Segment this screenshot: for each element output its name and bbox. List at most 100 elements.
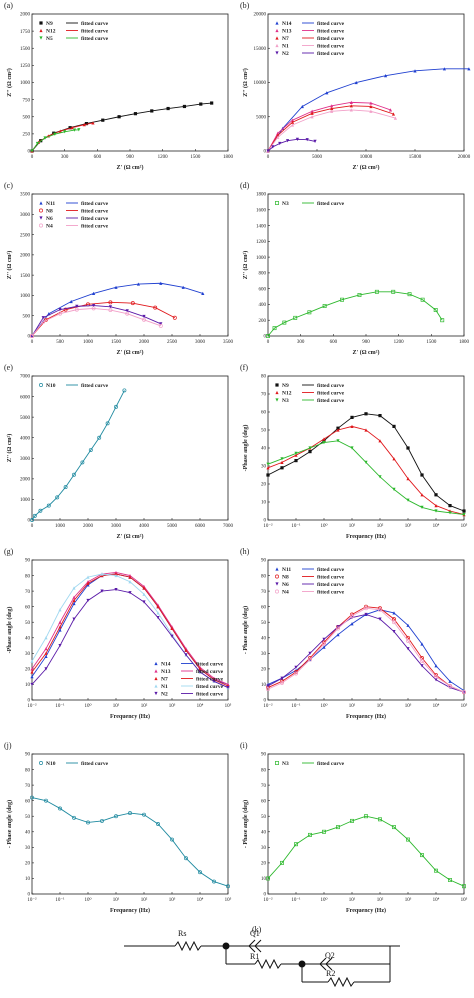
y-tick-label: 30	[25, 846, 31, 851]
data-point-N11	[159, 281, 163, 285]
legend-marker-N1	[154, 684, 158, 688]
legend-fit-label: fitted curve	[81, 224, 109, 230]
legend-series-name: N12	[46, 29, 56, 35]
y-tick-label: 80	[261, 768, 267, 773]
x-tick-label: 10¹	[349, 523, 356, 529]
cpe-q1	[248, 939, 256, 953]
legend: N10 fitted curve	[39, 761, 109, 767]
y-tick-label: 800	[259, 272, 267, 277]
x-tick-label: 4000	[139, 524, 150, 529]
data-point-N10	[170, 837, 174, 842]
y-tick-label: 30	[25, 652, 31, 657]
data-point-N10	[184, 856, 188, 861]
data-point-N3	[433, 308, 438, 312]
data-point-N3	[392, 487, 396, 491]
data-point-N12	[350, 424, 354, 428]
fit-line-N13	[267, 101, 391, 152]
data-point-N2	[278, 141, 282, 146]
data-point-N10	[198, 870, 202, 875]
data-point-N7	[330, 106, 334, 111]
x-tick-label: 10³	[405, 523, 412, 529]
data-point-N10	[105, 421, 110, 426]
data-point-N3	[364, 814, 368, 819]
y-tick-label: 40	[261, 447, 267, 452]
legend-fit-label: fitted curve	[81, 21, 109, 27]
data-point-N7	[391, 112, 396, 116]
x-tick-label: 10⁻¹	[55, 703, 65, 709]
data-point-N9	[308, 450, 312, 454]
legend-series-name: N7	[161, 677, 168, 683]
data-point-N3	[307, 310, 312, 315]
data-point-N3	[378, 817, 382, 822]
series-N4	[30, 306, 163, 338]
y-tick-label: 20	[261, 483, 267, 488]
legend-fit-label: fitted curve	[317, 575, 345, 581]
data-point-N12	[294, 453, 298, 457]
data-point-N4	[392, 620, 396, 625]
y-tick-label: 50	[261, 815, 267, 820]
data-point-N1	[310, 115, 314, 119]
panel-d: (d) 0 300 600 900 1200 1500 1800 0 200 400 600 800 10…	[240, 181, 470, 356]
series-N9	[266, 412, 466, 513]
legend-fit-label: fitted curve	[317, 51, 345, 57]
data-point-N10	[156, 822, 160, 826]
data-point-N3	[294, 451, 298, 455]
x-tick-label: 10³	[405, 703, 412, 709]
y-tick-label: 10000	[254, 81, 267, 86]
legend-series-name: N9	[46, 21, 53, 27]
series-N2	[266, 137, 317, 153]
data-point-N1	[156, 611, 160, 615]
data-point-N8	[108, 300, 113, 305]
data-point-N1	[86, 575, 90, 579]
data-point-N7	[30, 670, 34, 674]
x-tick-label: 10⁴	[433, 897, 440, 903]
plot-frame	[267, 375, 465, 521]
data-point-N10	[30, 518, 34, 522]
data-point-N3	[322, 829, 326, 834]
data-point-N4	[322, 642, 326, 646]
data-point-N4	[294, 671, 298, 676]
y-tick-label: 0	[264, 699, 267, 704]
data-point-N3	[407, 292, 412, 297]
data-point-N6	[125, 309, 129, 313]
plot-frame	[31, 375, 229, 521]
y-axis-label: - Phase angle (deg)	[242, 606, 249, 654]
data-point-N14	[58, 628, 62, 632]
x-tick-label: 10³	[169, 897, 176, 903]
x-tick-label: 0	[31, 340, 34, 345]
panel-a: (a) 0 300 600 900 1200 1500 1800 0 250 500 750 1000 1…	[4, 1, 234, 171]
data-point-N4	[30, 334, 34, 338]
y-tick-label: 50	[261, 429, 267, 434]
data-point-N1	[72, 586, 76, 590]
x-tick-label: 10⁰	[320, 703, 327, 709]
resistor-rs	[174, 940, 202, 952]
y-tick-label: 90	[261, 559, 267, 564]
data-point-N14	[442, 67, 446, 71]
legend-marker-N3	[275, 761, 279, 765]
fit-line-N12	[267, 425, 465, 516]
x-tick-label: 10⁻²	[263, 523, 273, 529]
x-tick-label: 10⁻¹	[291, 703, 301, 709]
x-axis-label: Z' (Ω cm²)	[117, 349, 144, 356]
legend-series-name: N6	[282, 582, 289, 588]
y-tick-label: 10	[25, 877, 31, 882]
data-point-N3	[448, 511, 452, 515]
data-point-N11	[92, 291, 96, 295]
data-point-N5	[63, 130, 67, 134]
data-point-N7	[128, 575, 132, 579]
data-point-N3	[406, 498, 410, 502]
data-point-N10	[72, 815, 76, 820]
y-tick-label: 60	[261, 411, 267, 416]
data-point-N13	[30, 667, 34, 671]
legend-fit-label: fitted curve	[81, 761, 109, 767]
x-tick-label: 0	[267, 340, 270, 345]
y-tick-label: 3000	[20, 213, 31, 218]
data-point-N3	[391, 289, 396, 294]
legend-fit-label: fitted curve	[81, 209, 109, 215]
data-point-N6	[266, 684, 270, 688]
x-tick-label: 500	[56, 340, 64, 345]
data-point-N4	[434, 674, 438, 679]
data-point-N6	[406, 647, 410, 651]
legend: N14 fitted curve N13 fitted curve N7 fitted c…	[275, 21, 345, 57]
legend: N9 fitted curve N12 fitted curve N3 fitted cu…	[275, 383, 345, 404]
